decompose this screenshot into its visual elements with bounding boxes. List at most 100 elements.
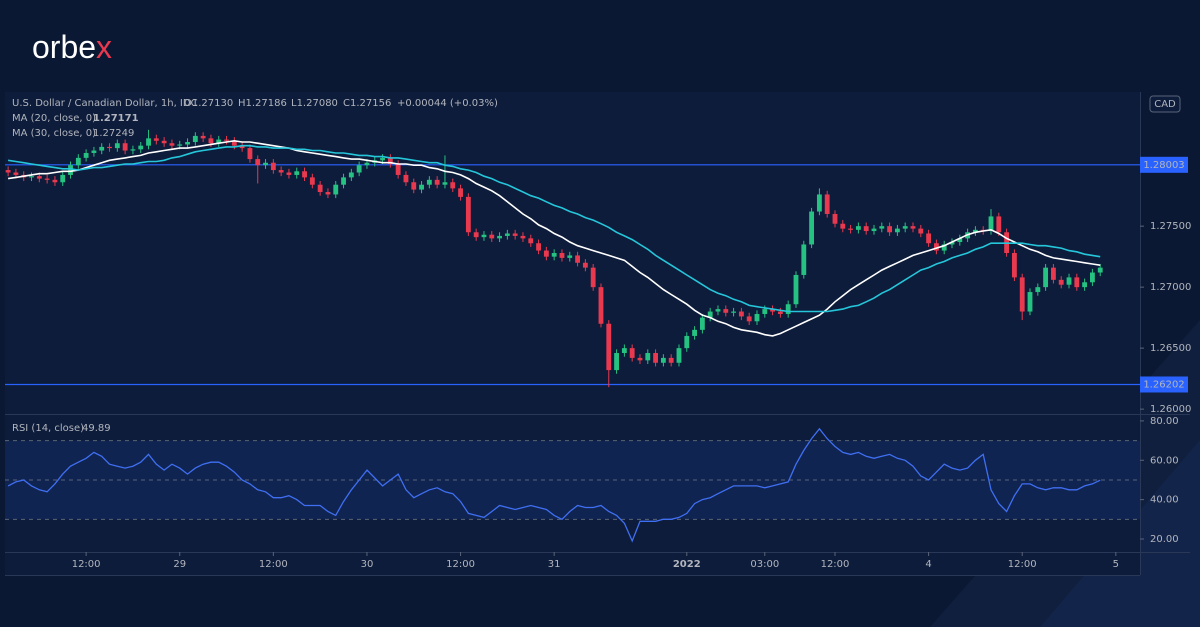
candle-body xyxy=(1043,267,1049,288)
candle-body xyxy=(153,138,159,141)
candle-body xyxy=(29,176,34,178)
legend-value: 1.27249 xyxy=(93,128,134,139)
candle-body xyxy=(551,253,557,257)
candle-body xyxy=(497,235,502,239)
candle-body xyxy=(99,146,105,151)
x-tick-label: 29 xyxy=(173,559,186,570)
candle-body xyxy=(832,213,838,224)
y-tick-label: 1.26500 xyxy=(1150,343,1191,354)
level-label: 1.26202 xyxy=(1143,379,1184,390)
candle-body xyxy=(465,196,471,233)
candle-body xyxy=(75,157,81,166)
candle-body xyxy=(567,255,573,258)
candle-body xyxy=(278,170,284,173)
currency-badge xyxy=(1149,95,1181,113)
level-badge xyxy=(1140,376,1188,393)
candle-body xyxy=(707,311,713,318)
candle-body xyxy=(621,348,627,354)
candle-body xyxy=(684,335,690,349)
legend: U.S. Dollar / Canadian Dollar, 1h, IDC O… xyxy=(12,98,498,434)
ohlc-low: L1.27080 xyxy=(291,98,338,109)
candle-body xyxy=(224,139,229,141)
candle-body xyxy=(309,177,315,185)
candle-body xyxy=(879,226,885,229)
candle-body xyxy=(60,174,66,183)
candle-body xyxy=(489,234,495,239)
candle-body xyxy=(387,157,393,164)
moving-average-line xyxy=(7,144,1101,313)
candle-body xyxy=(325,192,331,195)
candle-body xyxy=(504,233,510,236)
candle-body xyxy=(855,226,861,230)
candle-body xyxy=(286,172,292,175)
x-tick-label: 5 xyxy=(1113,559,1119,570)
candle-body xyxy=(364,162,370,166)
candle-body xyxy=(239,145,245,149)
candle-body xyxy=(910,226,916,229)
candle-body xyxy=(598,287,604,324)
candle-body xyxy=(1066,277,1072,285)
candle-body xyxy=(731,311,737,313)
ohlc-high: H1.27186 xyxy=(238,98,287,109)
candle-body xyxy=(122,143,128,151)
candle-body xyxy=(692,329,697,336)
candle-body xyxy=(1082,282,1088,288)
x-tick-label: 12:00 xyxy=(259,559,288,570)
candle-body xyxy=(918,228,924,234)
candle-body xyxy=(996,216,1002,233)
candle-body xyxy=(434,179,440,185)
candle-body xyxy=(317,184,323,193)
candle-body xyxy=(816,194,822,212)
candle-body xyxy=(294,171,300,175)
candle-body xyxy=(668,357,674,363)
candle-body xyxy=(645,353,651,361)
ohlc-close: C1.27156 xyxy=(343,98,391,109)
candle-body xyxy=(419,184,424,190)
candle-body xyxy=(247,148,253,160)
candle-body xyxy=(395,163,401,175)
candle-body xyxy=(770,309,776,312)
candle-body xyxy=(528,238,534,244)
candle-body xyxy=(715,309,721,312)
candle-body xyxy=(949,242,955,245)
candle-body xyxy=(575,255,580,263)
candle-body xyxy=(13,172,19,175)
candle-body xyxy=(629,348,635,358)
candle-body xyxy=(723,309,729,313)
candle-body xyxy=(341,177,346,185)
candle-body xyxy=(754,313,760,322)
x-tick-label: 03:00 xyxy=(750,559,779,570)
x-tick-label: 2022 xyxy=(673,559,701,570)
candle-body xyxy=(559,253,565,258)
candle-body xyxy=(348,172,354,178)
rsi-y-tick-label: 20.00 xyxy=(1150,534,1179,545)
candle-body xyxy=(107,146,112,149)
candle-body xyxy=(887,226,893,233)
candle-body xyxy=(582,262,588,268)
candle-body xyxy=(146,138,151,146)
moving-average-line xyxy=(7,139,1101,337)
legend-value: 1.27171 xyxy=(93,113,139,124)
candle-body xyxy=(5,170,11,173)
y-tick-label: 1.27000 xyxy=(1150,282,1191,293)
candle-body xyxy=(426,179,432,185)
rsi-y-tick-label: 40.00 xyxy=(1150,495,1179,506)
candle-body xyxy=(824,194,830,214)
candle-body xyxy=(1097,267,1103,273)
candle-body xyxy=(676,348,682,363)
symbol-title: U.S. Dollar / Canadian Dollar, 1h, IDC xyxy=(12,98,198,109)
logo: orbex xyxy=(32,29,112,65)
candle-body xyxy=(660,357,666,363)
candle-body xyxy=(208,138,214,144)
candle-body xyxy=(972,229,978,233)
currency: CAD xyxy=(1154,99,1176,110)
rsi-y-tick-label: 60.00 xyxy=(1150,455,1179,466)
candle-body xyxy=(614,353,619,371)
rsi-label: RSI (14, close) xyxy=(12,423,84,434)
candle-body xyxy=(590,267,596,288)
candle-body xyxy=(606,323,612,371)
candle-body xyxy=(746,316,752,322)
candle-body xyxy=(1035,287,1041,293)
candle-body xyxy=(801,244,807,275)
